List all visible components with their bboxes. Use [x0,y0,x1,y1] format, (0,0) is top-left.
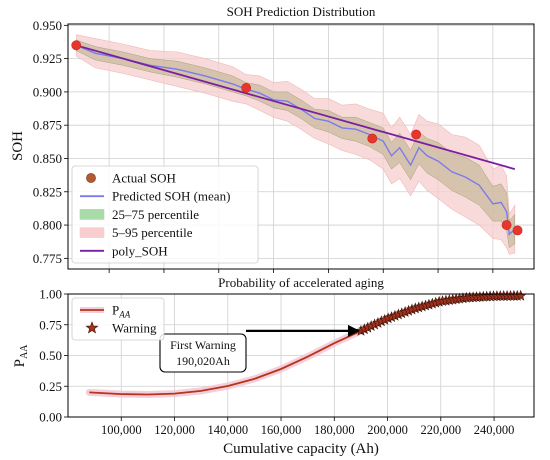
soh-y-tick-label-0: 0.775 [33,251,62,266]
soh-y-tick-label-1: 0.800 [33,218,62,233]
paa-y-tick-label-1: 0.25 [39,379,62,394]
soh-y-ticks: 0.775 0.800 0.825 0.850 0.875 0.900 0.925 0.950 [33,18,494,273]
soh-mean-line [75,44,516,236]
paa-x-tick-label-3: 160,000 [261,423,302,437]
soh-actual-point-1 [241,83,252,93]
paa-x-tick-label-4: 180,000 [314,423,355,437]
paa-legend-swatch-1 [85,321,99,334]
soh-y-tick-label-3: 0.850 [33,151,62,166]
soh-legend-label-2: 25–75 percentile [112,207,199,222]
first-warning-annotation: First Warning 190,020Ah [159,324,360,373]
paa-y-axis-label-sub: AA [19,344,30,359]
soh-legend-label-4: poly_SOH [112,243,168,258]
paa-x-tick-label-6: 220,000 [420,423,461,437]
paa-x-ticks: 100,000 120,000 140,000 160,000 180,000 200,0… [101,417,514,437]
paa-y-axis-label: PAA [12,344,30,368]
soh-poly-segment [75,44,516,171]
soh-actual-point-4 [501,220,512,230]
first-warning-line-2: 190,020Ah [176,354,230,368]
paa-y-axis-label-main: P [12,359,28,367]
soh-actual-point-0 [71,40,82,51]
paa-chart: Probability of accelerated aging First W… [12,275,535,457]
paa-y-tick-label-2: 0.50 [39,348,62,363]
soh-mean-polyline [75,44,516,236]
warning-stars [355,289,527,336]
soh-legend-box [71,165,259,264]
soh-actual-points [71,40,523,236]
soh-actual-point-5 [512,225,523,236]
paa-legend-label-0-main: P [112,303,119,318]
soh-legend-swatch-2 [79,209,105,220]
soh-legend: Actual SOH Predicted SOH (mean) 25–75 perc… [71,165,259,264]
soh-plot-frame [67,23,535,270]
first-warning-arrow-head [347,324,360,337]
soh-y-tick-label-5: 0.900 [33,84,62,99]
soh-actual-point-2 [367,133,378,144]
first-warning-line-1: First Warning [170,338,236,352]
paa-plot-frame [67,293,535,418]
soh-legend-swatch-0 [86,173,96,183]
first-warning-box [159,333,247,373]
soh-y-tick-label-6: 0.925 [33,51,62,66]
paa-legend-label-0: PAA [112,303,131,320]
soh-y-tick-label-7: 0.950 [33,18,62,33]
paa-x-tick-label-2: 140,000 [207,423,248,437]
soh-poly-line [75,44,516,171]
soh-y-axis-label: SOH [10,131,26,161]
paa-y-tick-label-0: 0.00 [39,410,62,425]
soh-actual-point-3 [411,129,422,140]
paa-legend-label-1: Warning [112,321,157,336]
soh-chart: SOH Prediction Distribution 0.7750.8000.… [10,4,535,273]
paa-y-tick-label-3: 0.75 [39,317,62,332]
paa-x-tick-label-1: 120,000 [154,423,195,437]
paa-x-tick-label-0: 100,000 [101,423,142,437]
paa-x-tick-label-5: 200,000 [367,423,408,437]
soh-legend-label-0: Actual SOH [112,171,176,186]
soh-legend-label-3: 5–95 percentile [112,225,193,240]
paa-y-tick-label-4: 1.00 [39,287,62,302]
paa-chart-title: Probability of accelerated aging [218,275,384,290]
soh-chart-title: SOH Prediction Distribution [227,4,376,19]
paa-x-axis-label: Cumulative capacity (Ah) [223,441,379,457]
soh-y-tick-label-2: 0.825 [33,184,62,199]
soh-legend-swatch-3 [79,227,105,238]
soh-legend-label-1: Predicted SOH (mean) [112,189,230,204]
paa-legend-label-0-sub: AA [118,310,130,320]
paa-y-ticks: 0.00 0.25 0.50 0.75 1.00 [39,287,68,425]
soh-y-tick-label-4: 0.875 [33,118,62,133]
paa-x-tick-label-7: 240,000 [474,423,515,437]
